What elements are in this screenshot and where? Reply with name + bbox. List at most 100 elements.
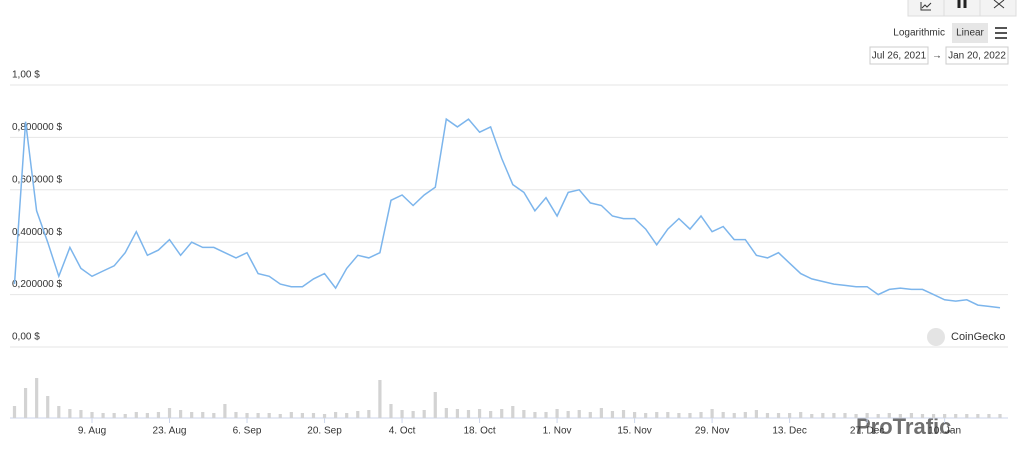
- volume-bar: [256, 413, 260, 418]
- fullscreen-button[interactable]: [979, 0, 1017, 17]
- x-tick-label: 6. Sep: [233, 426, 262, 437]
- range-to: Jan 20, 2022: [948, 51, 1006, 62]
- x-tick-label: 20. Sep: [307, 426, 342, 437]
- candle-icon: [957, 0, 967, 8]
- range-from: Jul 26, 2021: [872, 51, 927, 62]
- volume-bar: [721, 412, 725, 418]
- volume-bar: [865, 413, 869, 418]
- volume-bar: [788, 413, 792, 418]
- volume-bar: [12, 406, 17, 418]
- volume-bar: [167, 408, 172, 418]
- volume-bar: [422, 410, 426, 418]
- volume-bar: [677, 413, 681, 418]
- volume-bar: [79, 410, 83, 418]
- candle-view-button[interactable]: [943, 0, 981, 17]
- volume-bar: [655, 412, 659, 418]
- volume-bar: [832, 413, 836, 418]
- range-arrow: →: [932, 51, 942, 62]
- range-from-input[interactable]: [869, 46, 929, 65]
- volume-bar: [699, 412, 703, 418]
- volume-bar: [245, 413, 249, 418]
- volume-bar: [322, 414, 327, 418]
- volume-bar: [821, 413, 825, 418]
- volume-bar: [644, 413, 648, 418]
- y-tick-label: 1,00 $: [12, 70, 40, 81]
- volume-bar: [190, 412, 194, 418]
- line-icon: [920, 2, 932, 11]
- menu-icon[interactable]: [995, 27, 1007, 39]
- volume-bar: [455, 409, 460, 418]
- volume-bar: [965, 414, 969, 418]
- volume-bar: [223, 404, 227, 418]
- volume-bar: [987, 414, 991, 418]
- volume-bar: [909, 413, 914, 418]
- volume-bar: [101, 413, 105, 418]
- volume-bar: [300, 413, 304, 418]
- volume-bar: [776, 413, 781, 418]
- volume-bar: [943, 414, 947, 418]
- volume-bar: [90, 412, 94, 418]
- volume-bar: [123, 414, 127, 418]
- volume-bar: [411, 411, 415, 418]
- volume-bar: [112, 413, 116, 418]
- x-tick-label: 1. Nov: [543, 426, 572, 437]
- linear-button-bg: [952, 23, 988, 43]
- volume-bar: [577, 410, 581, 418]
- x-tick-label: 27. Dec: [850, 426, 884, 437]
- volume-bar: [732, 413, 736, 418]
- x-tick-label: 23. Aug: [153, 426, 187, 437]
- x-tick-label: 10. Jan: [928, 426, 961, 437]
- volume-bar: [145, 413, 149, 418]
- log-scale-button[interactable]: Logarithmic: [893, 28, 945, 39]
- volume-bar: [954, 414, 958, 418]
- volume-bar: [367, 410, 371, 418]
- y-tick-label: 0,00 $: [12, 332, 40, 343]
- range-to-input[interactable]: [945, 46, 1009, 65]
- volume-bar: [898, 414, 902, 418]
- volume-bar: [876, 414, 880, 418]
- watermark: CoinGecko: [951, 331, 1005, 343]
- volume-bar: [345, 413, 349, 418]
- volume-bar: [610, 411, 615, 418]
- volume-bar: [46, 396, 50, 418]
- volume-bar: [666, 412, 670, 418]
- volume-bar: [754, 410, 758, 418]
- volume-bar: [533, 412, 537, 418]
- volume-bar: [489, 411, 493, 418]
- volume-bar: [212, 413, 216, 418]
- volume-bar: [632, 412, 637, 418]
- volume-bar: [35, 378, 39, 418]
- volume-bar: [854, 414, 858, 418]
- y-tick-label: 0,800000 $: [12, 122, 62, 133]
- volume-bar: [68, 409, 72, 418]
- volume-bar: [334, 412, 338, 418]
- volume-bar: [976, 414, 980, 418]
- x-tick-label: 29. Nov: [695, 426, 729, 437]
- volume-bar: [588, 412, 592, 418]
- volume-bar: [843, 413, 847, 418]
- y-tick-label: 0,400000 $: [12, 227, 62, 238]
- volume-bar: [389, 404, 393, 418]
- volume-bar: [511, 406, 515, 418]
- volume-bar: [522, 410, 526, 418]
- price-line: [13, 117, 1001, 309]
- volume-bar: [621, 410, 626, 418]
- volume-bar: [710, 409, 714, 418]
- line-view-button[interactable]: [907, 0, 945, 17]
- y-tick-label: 0,600000 $: [12, 174, 62, 185]
- volume-bar: [688, 413, 692, 418]
- volume-bar: [544, 412, 548, 418]
- linear-scale-button[interactable]: Linear: [956, 28, 984, 39]
- volume-bar: [743, 412, 747, 418]
- volume-bar: [134, 412, 138, 418]
- x-tick-label: 13. Dec: [772, 426, 806, 437]
- volume-bar: [267, 413, 271, 418]
- volume-bar: [599, 408, 603, 418]
- volume-bar: [920, 414, 925, 418]
- volume-bar: [23, 388, 28, 418]
- volume-bar: [765, 413, 770, 418]
- volume-bar: [566, 411, 570, 418]
- volume-bar: [810, 414, 814, 418]
